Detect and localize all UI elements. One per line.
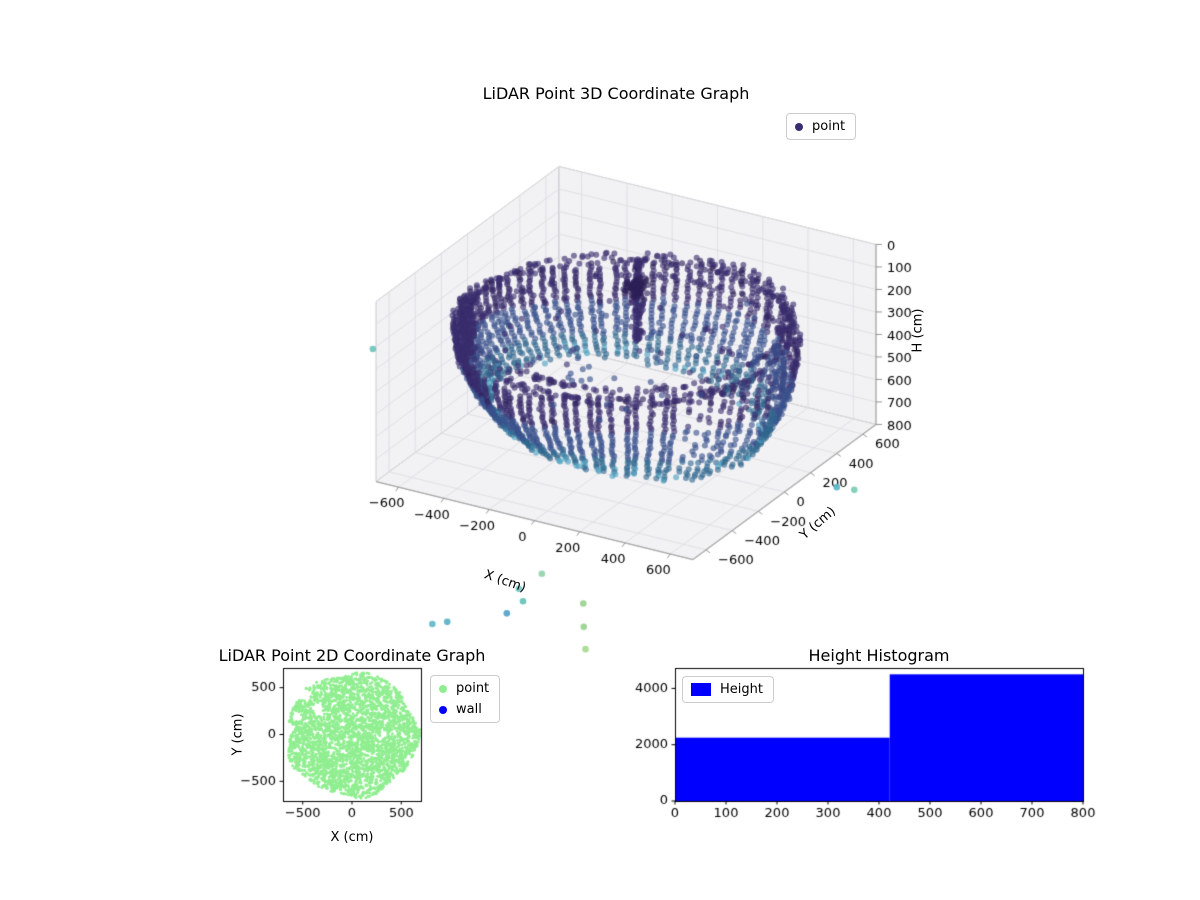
histogram-title: Height Histogram [808,646,950,665]
point-marker-icon [439,684,447,693]
wall-marker-icon [439,705,447,714]
legend-label: Height [720,682,763,697]
histogram-legend: Height [682,676,774,703]
legend-entry-Height: Height [691,682,763,697]
legend-label: point [456,681,490,696]
legend-label: wall [456,702,482,717]
plot3d-h-axis-label: H (cm) [910,308,926,353]
Height-marker-icon [691,683,711,696]
plot3d-title: LiDAR Point 3D Coordinate Graph [482,84,750,103]
plot2d-title: LiDAR Point 2D Coordinate Graph [218,646,486,665]
point-marker-icon [795,122,803,131]
legend-entry-wall: wall [439,702,489,717]
legend-entry-point: point [795,119,845,134]
plot2d-legend: point wall [430,675,501,723]
plot2d-y-axis-label: Y (cm) [230,713,246,756]
plot3d-legend: point [786,113,857,140]
legend-entry-point: point [439,681,489,696]
plot2d-x-axis-label: X (cm) [330,830,374,845]
legend-label: point [812,119,846,134]
